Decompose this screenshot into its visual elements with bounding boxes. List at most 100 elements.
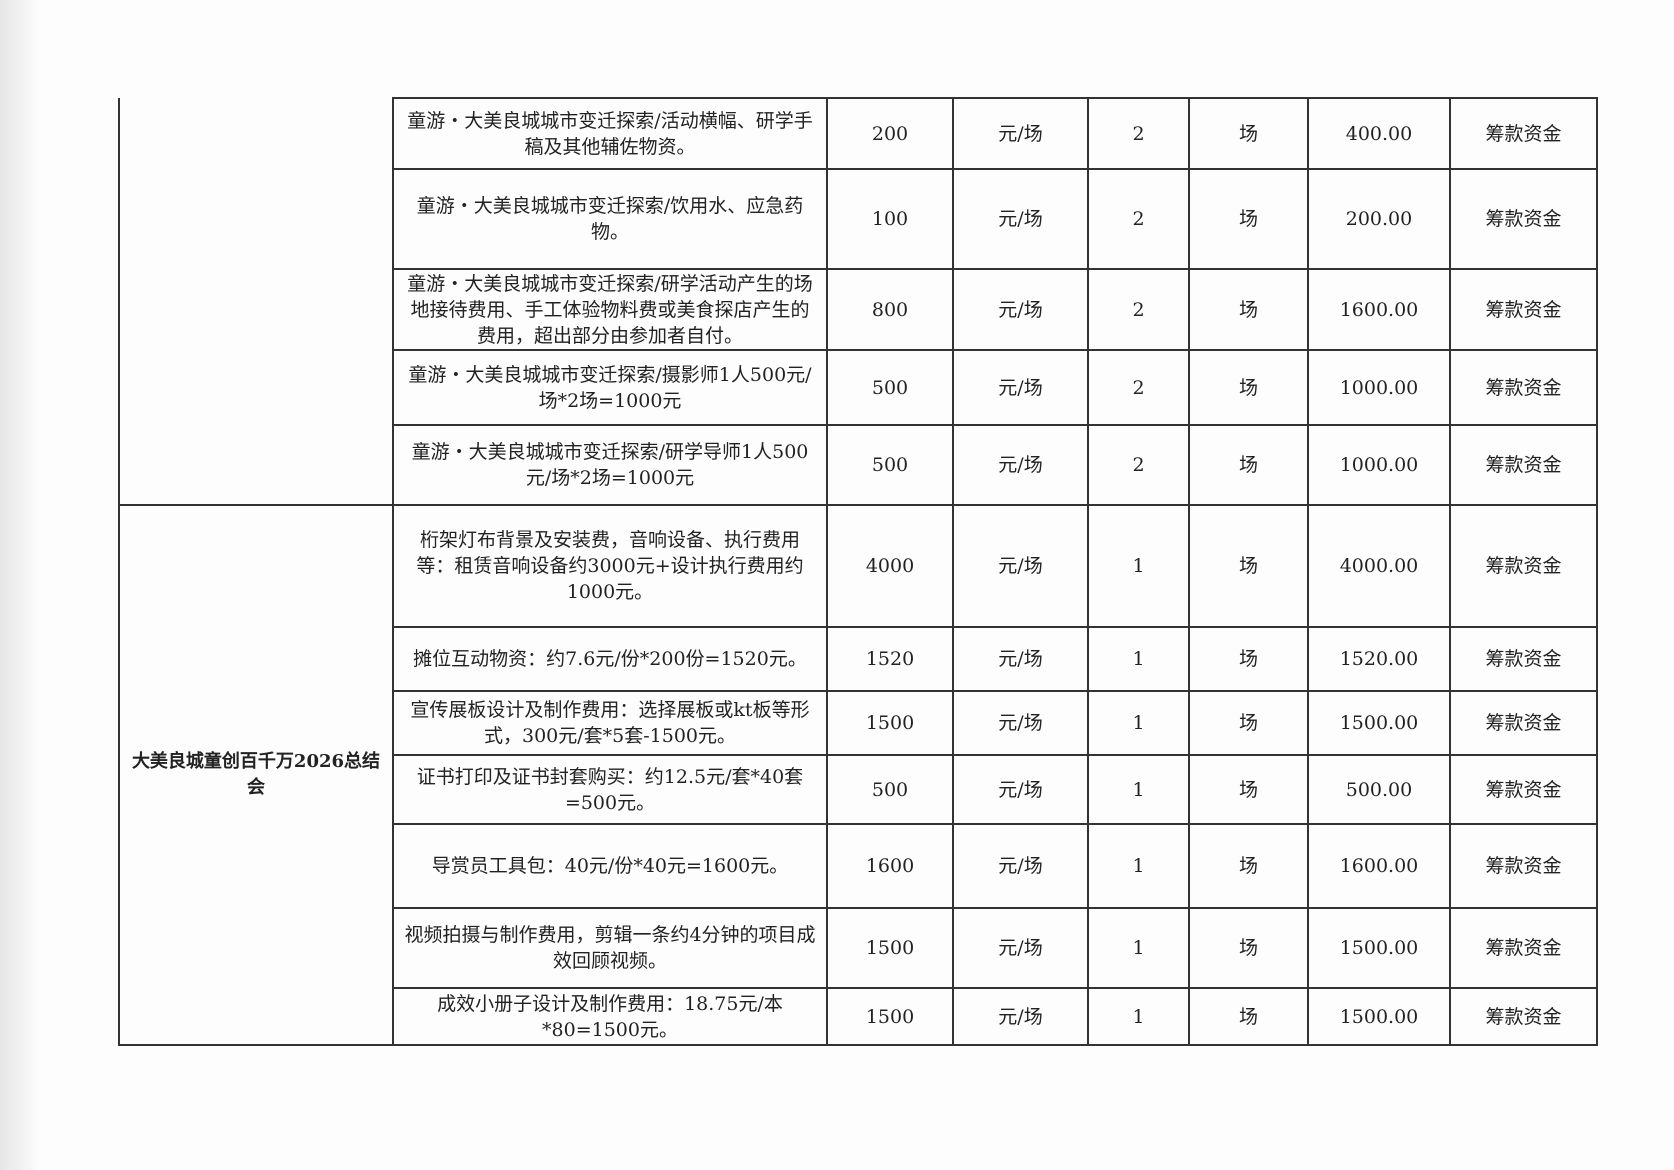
quantity: 1 bbox=[1087, 504, 1190, 628]
funding-source: 筹款资金 bbox=[1449, 349, 1598, 426]
quantity-unit: 场 bbox=[1188, 626, 1309, 692]
group-name-cell bbox=[118, 98, 394, 506]
unit-price: 100 bbox=[826, 168, 954, 270]
table-row: 成效小册子设计及制作费用：18.75元/本*80=1500元。 1500 元/场 1 场… bbox=[119, 987, 1598, 1046]
price-unit: 元/场 bbox=[952, 424, 1089, 506]
group-name-cell: 大美良城童创百千万2026总结会 bbox=[118, 505, 394, 1046]
quantity-unit: 场 bbox=[1188, 823, 1309, 909]
funding-source: 筹款资金 bbox=[1449, 268, 1598, 351]
funding-source: 筹款资金 bbox=[1449, 690, 1598, 756]
quantity-unit: 场 bbox=[1188, 349, 1309, 426]
item-description: 视频拍摄与制作费用，剪辑一条约4分钟的项目成效回顾视频。 bbox=[392, 907, 828, 989]
quantity: 2 bbox=[1087, 268, 1190, 351]
amount: 1600.00 bbox=[1307, 823, 1451, 909]
quantity: 2 bbox=[1087, 424, 1190, 506]
unit-price: 800 bbox=[826, 268, 954, 351]
amount: 1000.00 bbox=[1307, 349, 1451, 426]
price-unit: 元/场 bbox=[952, 349, 1089, 426]
amount: 500.00 bbox=[1307, 754, 1451, 825]
item-description: 成效小册子设计及制作费用：18.75元/本*80=1500元。 bbox=[392, 987, 828, 1046]
table-row: 摊位互动物资：约7.6元/份*200份=1520元。 1520 元/场 1 场 1520.… bbox=[119, 626, 1598, 692]
item-description: 童游・大美良城城市变迁探索/研学导师1人500元/场*2场=1000元 bbox=[392, 424, 828, 506]
unit-price: 500 bbox=[826, 424, 954, 506]
price-unit: 元/场 bbox=[952, 987, 1089, 1046]
table-row: 宣传展板设计及制作费用：选择展板或kt板等形式，300元/套*5套-1500元。… bbox=[119, 690, 1598, 756]
price-unit: 元/场 bbox=[952, 907, 1089, 989]
amount: 4000.00 bbox=[1307, 504, 1451, 628]
funding-source: 筹款资金 bbox=[1449, 754, 1598, 825]
price-unit: 元/场 bbox=[952, 754, 1089, 825]
quantity: 2 bbox=[1087, 349, 1190, 426]
unit-price: 200 bbox=[826, 97, 954, 170]
amount: 1500.00 bbox=[1307, 987, 1451, 1046]
table-row: 视频拍摄与制作费用，剪辑一条约4分钟的项目成效回顾视频。 1500 元/场 1 场 150… bbox=[119, 907, 1598, 989]
quantity-unit: 场 bbox=[1188, 168, 1309, 270]
quantity-unit: 场 bbox=[1188, 424, 1309, 506]
item-description: 桁架灯布背景及安装费，音响设备、执行费用等：租赁音响设备约3000元+设计执行费… bbox=[392, 504, 828, 628]
funding-source: 筹款资金 bbox=[1449, 823, 1598, 909]
unit-price: 4000 bbox=[826, 504, 954, 628]
funding-source: 筹款资金 bbox=[1449, 97, 1598, 170]
price-unit: 元/场 bbox=[952, 168, 1089, 270]
table-row: 证书打印及证书封套购买：约12.5元/套*40套=500元。 500 元/场 1 场 50… bbox=[119, 754, 1598, 825]
unit-price: 500 bbox=[826, 754, 954, 825]
funding-source: 筹款资金 bbox=[1449, 987, 1598, 1046]
item-description: 童游・大美良城城市变迁探索/活动横幅、研学手稿及其他辅佐物资。 bbox=[392, 97, 828, 170]
unit-price: 1520 bbox=[826, 626, 954, 692]
quantity: 1 bbox=[1087, 907, 1190, 989]
item-description: 童游・大美良城城市变迁探索/饮用水、应急药物。 bbox=[392, 168, 828, 270]
quantity-unit: 场 bbox=[1188, 504, 1309, 628]
price-unit: 元/场 bbox=[952, 626, 1089, 692]
price-unit: 元/场 bbox=[952, 97, 1089, 170]
unit-price: 1500 bbox=[826, 907, 954, 989]
amount: 200.00 bbox=[1307, 168, 1451, 270]
table-row: 导赏员工具包：40元/份*40元=1600元。 1600 元/场 1 场 1600.00 筹… bbox=[119, 823, 1598, 909]
item-description: 导赏员工具包：40元/份*40元=1600元。 bbox=[392, 823, 828, 909]
quantity-unit: 场 bbox=[1188, 987, 1309, 1046]
budget-table: 童游・大美良城城市变迁探索/活动横幅、研学手稿及其他辅佐物资。 200 元/场 2 场 4… bbox=[118, 97, 1598, 1046]
price-unit: 元/场 bbox=[952, 690, 1089, 756]
table-row: 童游・大美良城城市变迁探索/研学导师1人500元/场*2场=1000元 500 元/… bbox=[119, 424, 1598, 506]
price-unit: 元/场 bbox=[952, 823, 1089, 909]
amount: 1000.00 bbox=[1307, 424, 1451, 506]
quantity: 2 bbox=[1087, 168, 1190, 270]
amount: 1520.00 bbox=[1307, 626, 1451, 692]
amount: 1500.00 bbox=[1307, 690, 1451, 756]
item-description: 摊位互动物资：约7.6元/份*200份=1520元。 bbox=[392, 626, 828, 692]
unit-price: 1500 bbox=[826, 987, 954, 1046]
quantity: 1 bbox=[1087, 626, 1190, 692]
amount: 1500.00 bbox=[1307, 907, 1451, 989]
quantity-unit: 场 bbox=[1188, 690, 1309, 756]
quantity: 1 bbox=[1087, 690, 1190, 756]
quantity: 1 bbox=[1087, 754, 1190, 825]
funding-source: 筹款资金 bbox=[1449, 626, 1598, 692]
table-row: 童游・大美良城城市变迁探索/活动横幅、研学手稿及其他辅佐物资。 200 元/场 2 场 4… bbox=[118, 97, 1598, 506]
price-unit: 元/场 bbox=[952, 504, 1089, 628]
quantity-unit: 场 bbox=[1188, 907, 1309, 989]
table-row: 童游・大美良城城市变迁探索/摄影师1人500元/场*2场=1000元 500 元/场… bbox=[119, 349, 1598, 426]
price-unit: 元/场 bbox=[952, 268, 1089, 351]
table-row: 大美良城童创百千万2026总结会 桁架灯布背景及安装费，音响设备、执行费用等：租赁… bbox=[118, 504, 1598, 1046]
unit-price: 500 bbox=[826, 349, 954, 426]
amount: 1600.00 bbox=[1307, 268, 1451, 351]
quantity-unit: 场 bbox=[1188, 268, 1309, 351]
quantity: 2 bbox=[1087, 97, 1190, 170]
unit-price: 1500 bbox=[826, 690, 954, 756]
funding-source: 筹款资金 bbox=[1449, 168, 1598, 270]
amount: 400.00 bbox=[1307, 97, 1451, 170]
quantity-unit: 场 bbox=[1188, 97, 1309, 170]
quantity: 1 bbox=[1087, 823, 1190, 909]
funding-source: 筹款资金 bbox=[1449, 907, 1598, 989]
scan-edge-shadow bbox=[0, 0, 40, 1170]
funding-source: 筹款资金 bbox=[1449, 424, 1598, 506]
table-row: 童游・大美良城城市变迁探索/饮用水、应急药物。 100 元/场 2 场 200.00 筹款资… bbox=[119, 168, 1598, 270]
quantity: 1 bbox=[1087, 987, 1190, 1046]
unit-price: 1600 bbox=[826, 823, 954, 909]
quantity-unit: 场 bbox=[1188, 754, 1309, 825]
item-description: 证书打印及证书封套购买：约12.5元/套*40套=500元。 bbox=[392, 754, 828, 825]
item-description: 童游・大美良城城市变迁探索/摄影师1人500元/场*2场=1000元 bbox=[392, 349, 828, 426]
funding-source: 筹款资金 bbox=[1449, 504, 1598, 628]
item-description: 宣传展板设计及制作费用：选择展板或kt板等形式，300元/套*5套-1500元。 bbox=[392, 690, 828, 756]
table-row: 童游・大美良城城市变迁探索/研学活动产生的场地接待费用、手工体验物料费或美食探店… bbox=[119, 268, 1598, 351]
item-description: 童游・大美良城城市变迁探索/研学活动产生的场地接待费用、手工体验物料费或美食探店… bbox=[392, 268, 828, 351]
